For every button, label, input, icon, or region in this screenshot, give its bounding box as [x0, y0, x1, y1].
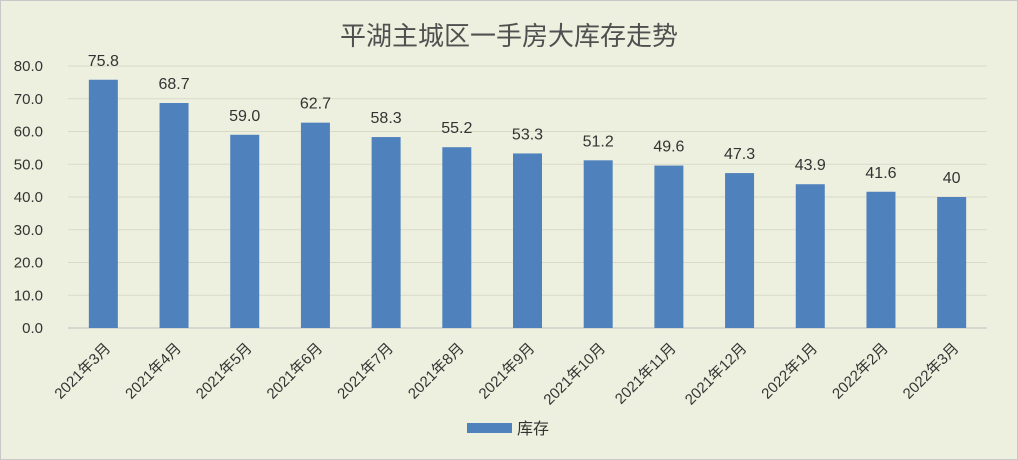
- x-tick-label: 2021年3月: [51, 340, 114, 403]
- y-tick-label: 70.0: [14, 91, 43, 108]
- data-labels: 75.8 68.7 59.0 62.7 58.3 55.2 53.3 51.2 49.6 47.3…: [88, 53, 961, 187]
- y-tick-label: 30.0: [14, 222, 43, 239]
- x-tick-label: 2021年7月: [334, 340, 397, 403]
- y-tick-label: 60.0: [14, 124, 43, 141]
- legend-label: 库存: [517, 419, 549, 438]
- y-tick-label: 40.0: [14, 189, 43, 206]
- x-tick-label: 2021年8月: [405, 340, 468, 403]
- legend: 库存: [467, 419, 549, 438]
- bar: [230, 134, 260, 328]
- bar: [583, 160, 613, 328]
- data-label: 40: [943, 170, 961, 187]
- data-label: 68.7: [158, 76, 189, 93]
- bar: [88, 79, 118, 328]
- bar-series: [88, 79, 967, 328]
- bar: [159, 103, 189, 328]
- data-label: 41.6: [865, 165, 896, 182]
- data-label: 49.6: [653, 139, 684, 156]
- bar: [866, 191, 896, 328]
- y-tick-label: 10.0: [14, 287, 43, 304]
- bar: [371, 137, 401, 328]
- bar: [513, 153, 542, 328]
- chart-title: 平湖主城区一手房大库存走势: [340, 22, 678, 52]
- bar: [654, 165, 684, 328]
- x-tick-label: 2021年11月: [612, 340, 680, 408]
- x-tick-label: 2021年4月: [122, 340, 185, 403]
- data-label: 59.0: [229, 108, 260, 125]
- y-tick-label: 50.0: [14, 156, 43, 173]
- bar: [937, 197, 967, 328]
- x-tick-label: 2021年5月: [193, 340, 256, 403]
- data-label: 55.2: [441, 120, 472, 137]
- bar: [725, 173, 755, 328]
- bar: [795, 184, 825, 328]
- legend-swatch: [467, 423, 512, 433]
- data-label: 47.3: [724, 146, 755, 163]
- x-tick-label: 2022年3月: [900, 340, 963, 403]
- x-tick-label: 2021年9月: [476, 340, 539, 403]
- x-tick-label: 2021年10月: [540, 340, 609, 409]
- y-tick-label: 80.0: [14, 58, 43, 75]
- bar: [442, 147, 472, 328]
- data-label: 43.9: [795, 157, 826, 174]
- data-label: 51.2: [583, 133, 614, 150]
- y-tick-label: 0.0: [22, 320, 43, 337]
- x-tick-label: 2022年2月: [829, 340, 892, 403]
- data-label: 58.3: [371, 110, 402, 127]
- data-label: 62.7: [300, 96, 331, 113]
- x-tick-label: 2021年12月: [682, 340, 751, 409]
- x-tick-label: 2021年6月: [264, 340, 327, 403]
- data-label: 53.3: [512, 126, 543, 143]
- y-tick-label: 20.0: [14, 255, 43, 272]
- bar: [300, 122, 330, 328]
- x-axis-ticks: 2021年3月 2021年4月 2021年5月 2021年6月 2021年7月 2021年…: [51, 340, 962, 409]
- x-tick-label: 2022年1月: [758, 340, 821, 403]
- data-label: 75.8: [88, 53, 119, 70]
- y-axis-ticks: 0.0 10.0 20.0 30.0 40.0 50.0 60.0 70.0 80.0: [14, 58, 43, 337]
